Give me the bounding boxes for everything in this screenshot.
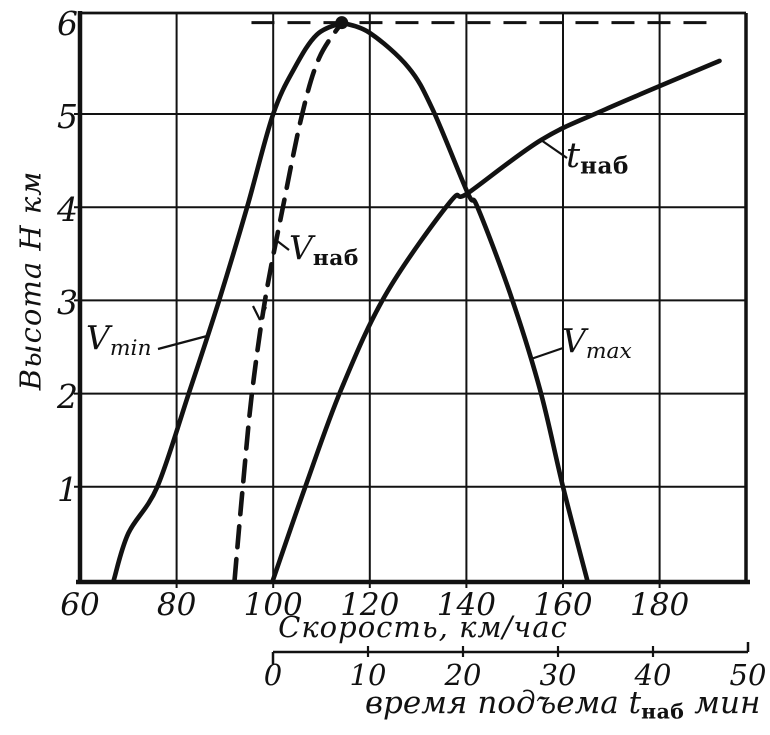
x-time-tick-label: 0: [263, 658, 283, 692]
leader-vmax: [530, 346, 564, 361]
grid-lines: [74, 13, 746, 588]
x-time-tick-label: 10: [349, 658, 387, 692]
x-time-tick-label: 20: [444, 658, 482, 692]
curve-t-наб: [270, 58, 722, 583]
vnab-arrowhead: [252, 305, 261, 321]
x-speed-tick-label: 80: [156, 587, 197, 623]
curve-label-tnab: tнаб: [566, 136, 629, 180]
x-speed-tick-label: 180: [630, 587, 690, 623]
y-tick-label: 1: [57, 469, 78, 509]
x-time-tick-label: 30: [539, 658, 577, 692]
y-tick-label: 6: [57, 3, 78, 43]
x-speed-tick-label: 120: [340, 587, 400, 623]
leader-vnab: [275, 239, 290, 251]
x-speed-tick-label: 140: [436, 587, 496, 623]
time-title-symbol: t: [628, 685, 642, 721]
x-speed-tick-label: 160: [533, 587, 593, 623]
y-tick-label: 5: [57, 97, 78, 137]
x-axis-title-time: время подъема tнаб мин: [365, 685, 761, 722]
data-curves: [111, 20, 722, 583]
leader-tnab: [540, 139, 568, 159]
leader-vmin: [157, 334, 208, 351]
y-tick-label: 4: [57, 190, 78, 230]
x-speed-tick-label: 60: [60, 587, 100, 623]
time-title-pre: время подъема: [365, 685, 629, 721]
curve-label-vnab: Vнаб: [289, 228, 359, 272]
time-title-post: мин: [684, 685, 761, 721]
x-time-tick-label: 40: [634, 658, 672, 692]
curve-v-min: [111, 20, 345, 583]
curve-label-vmax: Vmax: [562, 321, 632, 365]
y-tick-label: 3: [57, 283, 78, 323]
x-axis-title-speed: Скорость, км/час: [278, 610, 568, 644]
y-tick-label: 2: [57, 376, 78, 416]
ceiling-point-marker: [335, 16, 349, 30]
x-speed-tick-label: 100: [243, 587, 303, 623]
curve-v-наб: [232, 20, 345, 583]
curve-label-vmin: Vmin: [86, 318, 152, 362]
vnab-arrowhead: [259, 306, 267, 321]
x-time-tick-label: 50: [729, 658, 767, 692]
time-title-subscript: наб: [641, 699, 685, 724]
plot-frame: [76, 11, 750, 585]
time-axis: [271, 642, 750, 664]
annotations: [157, 16, 711, 361]
curve-v-max: [339, 20, 590, 583]
